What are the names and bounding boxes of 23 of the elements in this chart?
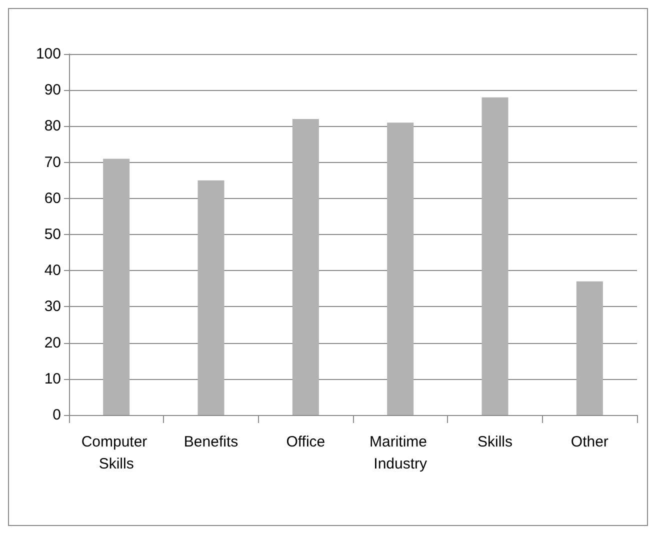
x-tick-label: Office: [286, 434, 326, 450]
bar: [482, 97, 508, 415]
y-tick-label: 50: [44, 226, 61, 243]
bar: [292, 118, 319, 415]
y-tick-label: 100: [36, 46, 61, 62]
y-tick-label: 90: [44, 82, 61, 99]
bar: [576, 281, 603, 415]
y-tick-label: 10: [44, 370, 61, 388]
y-tick-label: 70: [44, 154, 61, 171]
x-tick-label: Benefits: [184, 434, 238, 450]
y-tick-label: 40: [44, 262, 61, 280]
x-tick-label: Other: [570, 434, 608, 450]
x-tick-label: Computer Skills: [81, 434, 152, 472]
y-tick-label: 20: [44, 334, 61, 352]
y-tick-label: 80: [44, 118, 61, 135]
bar: [198, 180, 224, 415]
bar: [103, 158, 130, 415]
y-tick-label: 60: [44, 190, 61, 207]
y-tick-label: 0: [52, 406, 61, 424]
x-tick-label: Maritime Industry: [369, 434, 432, 472]
y-tick-label: 30: [44, 298, 61, 316]
x-tick-label: Skills: [477, 434, 513, 450]
bar: [387, 122, 414, 415]
